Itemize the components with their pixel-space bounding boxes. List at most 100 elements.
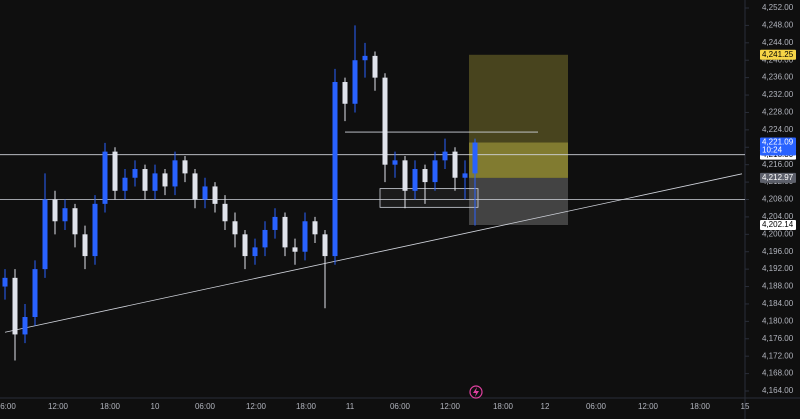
y-tick-label: 4,244.00 xyxy=(762,38,794,47)
candle-body xyxy=(292,247,298,252)
current-tag xyxy=(760,137,796,156)
candle-body xyxy=(392,160,398,165)
x-tick-label: 18:00 xyxy=(296,402,317,411)
candle-body xyxy=(332,81,338,257)
candle-body xyxy=(202,186,208,200)
y-tick-label: 4,228.00 xyxy=(762,108,794,117)
candle-body xyxy=(182,160,188,174)
replay-icon[interactable] xyxy=(469,385,483,399)
candle-body xyxy=(242,234,248,257)
candle-body xyxy=(42,199,48,270)
candle-body xyxy=(312,221,318,235)
candle-body xyxy=(342,81,348,104)
candle-body xyxy=(432,160,438,183)
candle-body xyxy=(172,160,178,187)
candle-body xyxy=(72,208,78,235)
candle-body xyxy=(122,177,128,191)
candle-body xyxy=(412,169,418,191)
candle-body xyxy=(102,151,108,204)
candle-body xyxy=(152,173,158,191)
current-tag-label: 4,221.09 xyxy=(762,138,794,147)
open-profit-zone xyxy=(469,142,568,178)
y-tick-label: 4,168.00 xyxy=(762,369,794,378)
candle-body xyxy=(162,173,168,187)
candle-body xyxy=(222,203,228,222)
x-tick-label: 11 xyxy=(346,402,355,411)
candle-body xyxy=(22,317,28,335)
x-tick-label: 06:00 xyxy=(390,402,411,411)
target-tag-label: 4,241.25 xyxy=(762,50,794,59)
y-tick-label: 4,164.00 xyxy=(762,386,794,395)
candle-body xyxy=(372,55,378,78)
candle-body xyxy=(382,77,388,165)
candle-body xyxy=(92,203,98,257)
y-tick-label: 4,172.00 xyxy=(762,351,794,360)
candle-body xyxy=(62,208,68,222)
y-tick-label: 4,184.00 xyxy=(762,299,794,308)
candle-body xyxy=(402,160,408,191)
entry-tag xyxy=(760,172,796,183)
candle-body xyxy=(262,229,268,248)
candle-body xyxy=(212,186,218,204)
candle-body xyxy=(422,169,428,183)
range-box xyxy=(379,188,479,208)
candle-body xyxy=(32,269,38,318)
y-tick-label: 4,240.00 xyxy=(762,55,794,64)
y-tick-label: 4,252.00 xyxy=(762,3,794,12)
candle-body xyxy=(82,234,88,257)
y-tick-label: 4,216.00 xyxy=(762,160,794,169)
y-tick-label: 4,232.00 xyxy=(762,90,794,99)
candle-body xyxy=(352,60,358,104)
y-tick-label: 4,176.00 xyxy=(762,334,794,343)
current-tag-time: 10:24 xyxy=(762,146,783,155)
x-tick-label: 10 xyxy=(151,402,160,411)
y-tick-label: 4,200.00 xyxy=(762,229,794,238)
x-tick-label: 06:00 xyxy=(586,402,607,411)
stop-tag xyxy=(760,220,796,231)
x-tick-label: 18:00 xyxy=(690,402,711,411)
target-zone xyxy=(469,54,568,178)
candle-body xyxy=(112,151,118,191)
candle-body xyxy=(282,216,288,248)
entry-tag-label: 4,212.97 xyxy=(762,173,794,182)
candle-body xyxy=(192,173,198,200)
x-tick-label: 12:00 xyxy=(638,402,659,411)
candle-body xyxy=(52,199,58,222)
x-tick-label: 18:00 xyxy=(493,402,514,411)
candle-body xyxy=(252,247,258,257)
candle-body xyxy=(472,142,478,174)
x-tick-label: 12:00 xyxy=(440,402,461,411)
trend-line xyxy=(4,173,743,333)
x-tick-label: 18:00 xyxy=(100,402,121,411)
y-tick-label: 4,236.00 xyxy=(762,73,794,82)
x-tick-label: 12 xyxy=(541,402,550,411)
candle-body xyxy=(232,221,238,235)
y-tick-label: 4,204.00 xyxy=(762,212,794,221)
target-tag xyxy=(760,49,796,60)
icon-ring[interactable] xyxy=(469,385,483,399)
candle-body xyxy=(2,277,8,287)
candle-body xyxy=(322,234,328,257)
y-tick-label: 4,248.00 xyxy=(762,21,794,30)
stop-zone xyxy=(469,177,568,226)
y-tick-label: 4,192.00 xyxy=(762,264,794,273)
candle-body xyxy=(362,55,368,61)
y-tick-label: 4,188.00 xyxy=(762,282,794,291)
x-tick-label: 12:00 xyxy=(48,402,69,411)
candle-body xyxy=(12,277,18,335)
y-tick-label: 4,196.00 xyxy=(762,247,794,256)
candle-body xyxy=(132,169,138,178)
candle-body xyxy=(302,221,308,252)
x-tick-label: 12:00 xyxy=(246,402,267,411)
icon-bolt[interactable] xyxy=(473,387,479,397)
x-tick-label: 6:00 xyxy=(0,402,16,411)
x-tick-label: 06:00 xyxy=(195,402,216,411)
x-tick-label: 15 xyxy=(741,402,750,411)
candle-body xyxy=(462,173,468,178)
stop-tag-label: 4,202.14 xyxy=(762,220,794,229)
y-tick-label: 4,208.00 xyxy=(762,195,794,204)
candle-body xyxy=(272,216,278,230)
candle-body xyxy=(142,169,148,191)
